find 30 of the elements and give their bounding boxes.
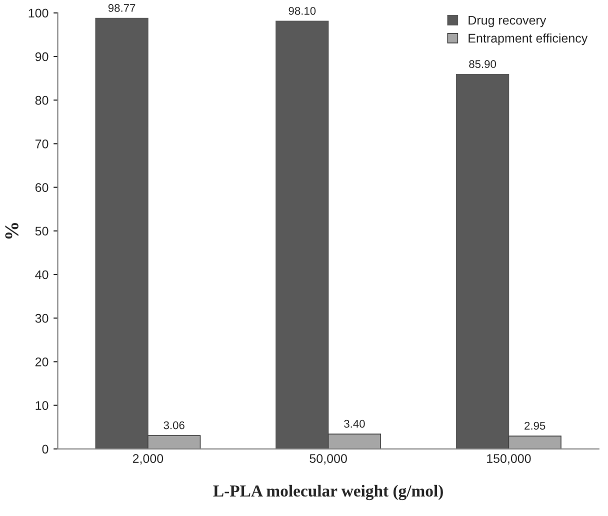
bar xyxy=(508,436,562,449)
x-tick-label: 150,000 xyxy=(487,454,531,464)
x-axis-title: L-PLA molecular weight (g/mol) xyxy=(213,484,443,500)
y-tick-label: 100 xyxy=(28,8,48,18)
y-tick-label: 60 xyxy=(35,183,48,192)
data-label: 2.95 xyxy=(524,422,546,430)
bar xyxy=(328,434,382,449)
y-tick-label: 40 xyxy=(35,270,48,280)
x-tick-label: 2,000 xyxy=(132,454,164,464)
bar xyxy=(456,74,510,449)
legend-label: Drug recovery xyxy=(468,16,546,28)
data-label: 98.10 xyxy=(288,6,316,15)
legend-label: Entrapment efficiency xyxy=(468,33,588,46)
y-tick-label: 80 xyxy=(35,96,48,105)
y-axis-title: % xyxy=(5,223,18,239)
y-tick-label: 50 xyxy=(35,226,48,236)
data-label: 3.40 xyxy=(344,420,365,428)
y-tick-label: 10 xyxy=(36,401,48,410)
y-tick-label: 20 xyxy=(35,358,48,366)
data-label: 85.90 xyxy=(469,60,496,68)
bar xyxy=(148,435,201,449)
data-label: 3.06 xyxy=(164,421,184,430)
y-tick-label: 0 xyxy=(42,444,48,454)
y-tick-label: 70 xyxy=(35,140,48,148)
bar xyxy=(276,20,329,449)
data-label: 98.77 xyxy=(108,4,136,12)
y-tick-label: 90 xyxy=(35,52,48,62)
bar xyxy=(95,18,148,449)
y-tick-label: 30 xyxy=(35,314,48,323)
x-tick-label: 50,000 xyxy=(310,454,347,464)
